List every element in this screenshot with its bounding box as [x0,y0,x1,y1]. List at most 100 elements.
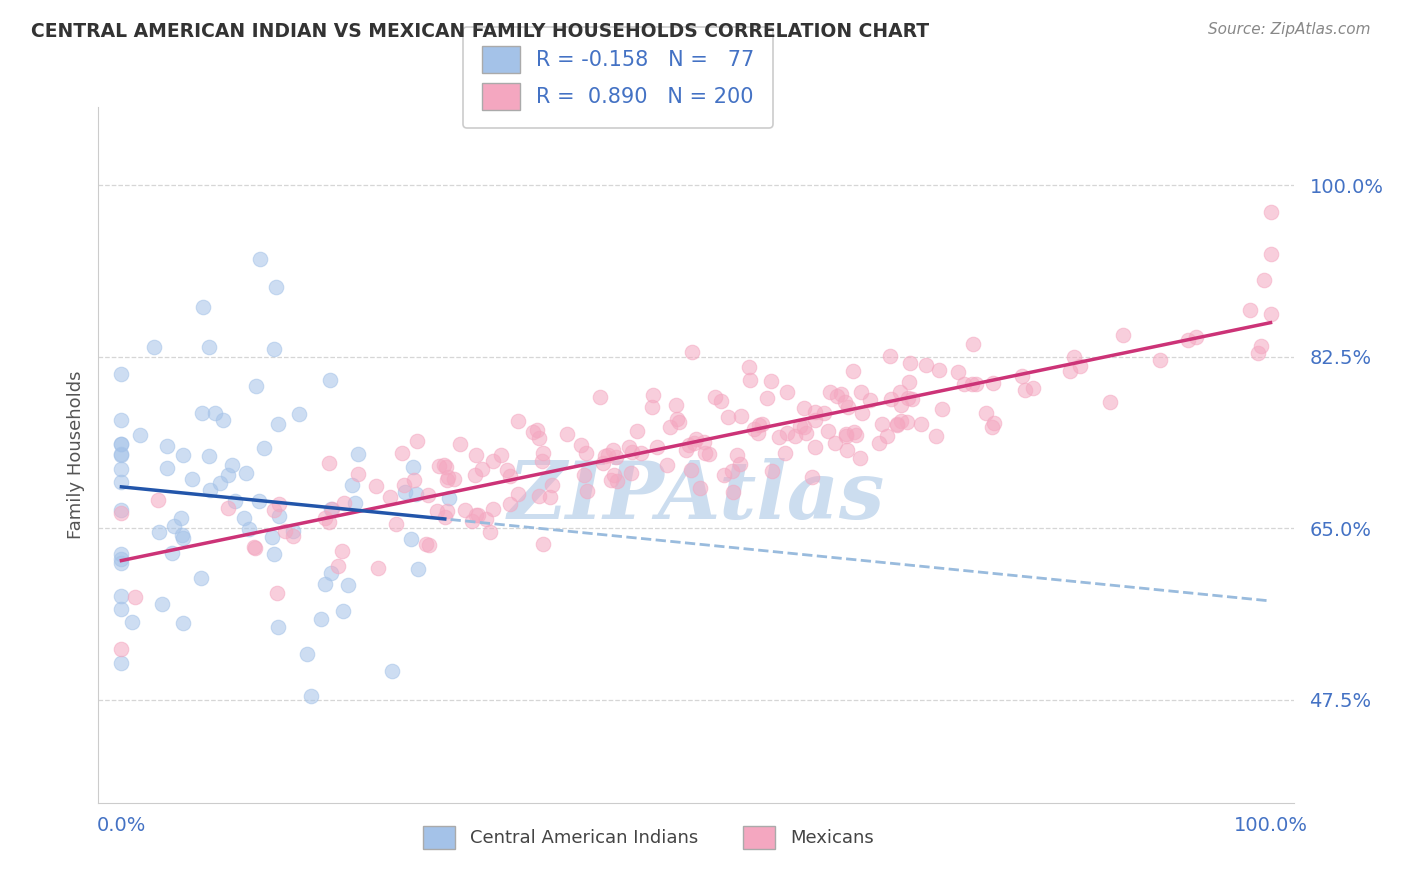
Point [190,571,212,585]
Point [475,511,498,525]
Point [813,406,835,420]
Point [859,393,882,408]
Point [434,460,457,475]
Point [886,417,908,432]
Point [330,544,353,558]
Point [110,547,132,561]
Point [367,560,389,574]
Point [156,439,179,453]
Text: CENTRAL AMERICAN INDIAN VS MEXICAN FAMILY HOUSEHOLDS CORRELATION CHART: CENTRAL AMERICAN INDIAN VS MEXICAN FAMIL… [31,22,929,41]
Point [595,449,617,463]
Point [830,387,852,401]
Point [1069,359,1091,373]
Point [318,516,340,530]
Point [110,589,132,603]
Point [437,491,460,505]
Point [626,424,648,438]
Point [742,422,765,436]
Point [110,462,132,476]
Point [773,446,796,460]
Point [748,417,770,432]
Point [233,511,256,525]
Point [804,440,827,454]
Point [630,445,652,459]
Point [110,475,132,490]
Point [110,642,132,657]
Point [401,532,423,546]
Point [110,556,132,570]
Point [283,524,305,538]
Point [482,502,505,516]
Point [110,448,132,462]
Point [287,407,309,421]
Point [326,559,349,574]
Point [606,474,628,488]
Point [898,376,921,390]
Point [110,503,132,517]
Point [725,448,748,462]
Point [343,496,366,510]
Point [318,373,340,387]
Point [321,502,343,516]
Point [426,504,449,518]
Point [621,445,644,459]
Point [1014,383,1036,397]
Point [876,429,898,443]
Point [717,410,740,425]
Point [380,490,402,504]
Point [776,385,799,400]
Point [589,390,612,404]
Point [217,468,239,483]
Point [381,664,404,678]
Point [464,448,486,462]
Point [267,417,290,431]
Point [761,374,783,388]
Point [394,484,416,499]
Point [406,562,429,576]
Point [555,427,578,442]
Point [467,508,489,523]
Point [332,604,354,618]
Point [110,602,132,616]
Point [333,496,356,510]
Point [443,472,465,486]
Point [1177,333,1199,347]
Point [464,468,486,483]
Point [713,467,735,482]
Point [405,487,427,501]
Point [761,464,783,478]
Point [981,419,1004,434]
Point [605,450,627,465]
Point [314,577,336,591]
Point [243,540,266,554]
Point [1250,339,1272,353]
Point [1112,327,1135,342]
Point [849,384,872,399]
Point [434,509,457,524]
Point [415,537,437,551]
Point [221,458,243,472]
Point [931,401,953,416]
Point [740,373,762,387]
Point [247,493,270,508]
Point [910,417,932,432]
Point [785,429,807,443]
Point [172,531,194,545]
Point [418,538,440,552]
Point [198,449,221,463]
Point [482,454,505,468]
Point [392,478,415,492]
Point [825,388,848,402]
Point [262,530,284,544]
Text: ZIPAtlas: ZIPAtlas [508,458,884,535]
Point [274,524,297,538]
Point [600,473,623,487]
Point [710,394,733,409]
Point [110,437,132,451]
Point [491,448,513,462]
Point [804,405,827,419]
Point [269,508,291,523]
Point [499,497,522,511]
Point [110,447,132,461]
Point [889,384,911,399]
